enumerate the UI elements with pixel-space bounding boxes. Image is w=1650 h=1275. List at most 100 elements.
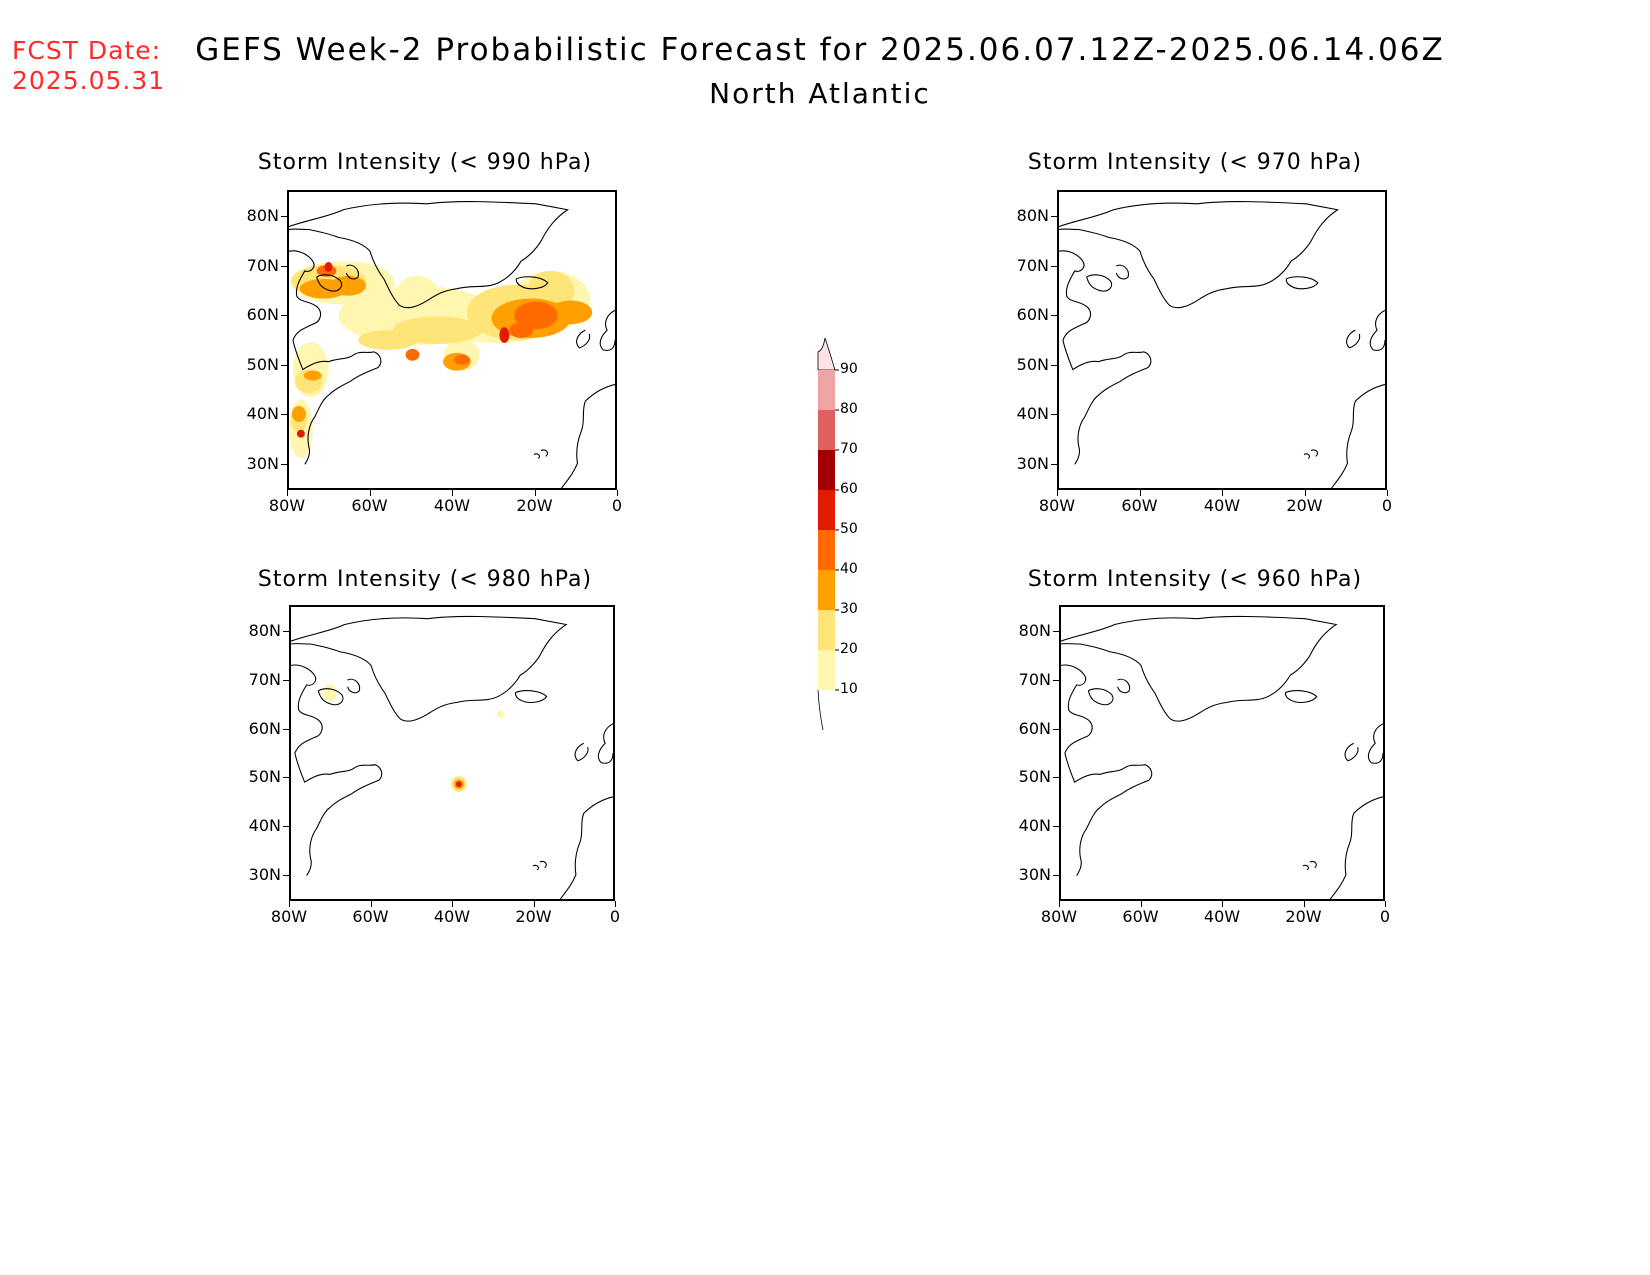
longitude-tick [1057,490,1058,496]
probability-region [514,301,558,330]
longitude-tick [452,901,453,907]
forecast-date-label: FCST Date: [12,36,162,65]
longitude-tick [1303,901,1305,907]
colorbar-level-label: 60 [840,481,858,497]
latitude-tick [1053,875,1059,876]
coastline [1369,309,1385,351]
panel-title-970: Storm Intensity (< 970 hPa) [1027,150,1363,175]
map-canvas [1059,201,1385,488]
colorbar-level-label: 90 [840,361,858,377]
coastline [561,383,615,488]
longitude-tick [533,901,535,907]
latitude-tick [1053,679,1059,681]
latitude-label: 60N [248,718,281,738]
colorbar-segment [818,410,835,450]
latitude-tick [1051,315,1057,317]
probability-region [453,354,470,365]
panel-title-960: Storm Intensity (< 960 hPa) [1027,567,1363,592]
latitude-label: 30N [1018,865,1051,884]
colorbar-segment [818,370,835,410]
longitude-label: 60W [352,907,389,926]
latitude-tick [1051,216,1057,217]
coastline [291,664,323,754]
latitude-tick [281,315,287,317]
colorbar-cap-bottom [817,689,824,731]
coastline [1087,688,1114,706]
coastline [559,796,613,899]
coastline [291,615,568,722]
colorbar-level-label: 10 [840,681,858,697]
panel-title-980: Storm Intensity (< 980 hPa) [257,567,593,592]
probability-region [330,275,367,296]
longitude-tick [452,490,453,496]
colorbar-segment [818,610,835,650]
latitude-tick [1053,826,1059,828]
colorbar-segment [818,650,835,690]
coastline [1284,690,1318,703]
latitude-tick [1051,364,1057,366]
latitude-label: 70N [246,255,279,275]
probability-region [303,370,322,381]
longitude-label: 20W [515,907,552,926]
coastline [289,201,569,309]
page-title: GEFS Week-2 Probabilistic Forecast for 2… [195,32,1445,68]
longitude-tick [1059,901,1060,907]
coastline [533,449,548,459]
coastline [1117,678,1131,694]
colorbar-segment [818,490,835,530]
coastline [1344,742,1359,762]
longitude-label: 0 [1381,496,1393,515]
coastline [294,752,383,876]
probability-region [323,683,337,702]
coastline [576,329,591,349]
latitude-tick [283,728,289,730]
longitude-tick [370,901,372,907]
coastline [1303,449,1318,459]
coastline [1367,723,1383,764]
colorbar-segment [818,570,835,610]
map-panel-970 [1057,190,1387,490]
map-canvas [289,201,615,488]
longitude-tick [617,490,618,496]
latitude-label: 70N [1016,255,1049,275]
latitude-label: 80N [248,621,281,640]
colorbar-level-label: 30 [840,601,858,617]
coastline [597,723,613,764]
latitude-tick [1053,728,1059,730]
probability-region [358,330,418,350]
latitude-label: 40N [1016,404,1049,424]
latitude-tick [281,364,287,366]
coastline [292,339,382,465]
latitude-tick [281,265,287,267]
coastline [289,250,322,341]
longitude-label: 60W [351,496,388,515]
coastline [1285,276,1319,290]
latitude-tick [283,631,289,632]
probability-region [405,348,420,361]
longitude-label: 20W [516,496,553,515]
longitude-label: 20W [1285,907,1322,926]
latitude-label: 30N [248,865,281,884]
latitude-label: 30N [246,454,279,473]
colorbar-level-label: 40 [840,561,858,577]
latitude-label: 80N [1018,621,1051,640]
probability-region [509,322,534,339]
latitude-label: 50N [1016,354,1049,374]
latitude-tick [283,875,289,876]
longitude-label: 60W [1121,496,1158,515]
latitude-label: 80N [1016,206,1049,225]
latitude-label: 40N [246,404,279,424]
coastline [514,690,548,703]
colorbar-segment [818,530,835,570]
panel-title-990: Storm Intensity (< 990 hPa) [257,150,593,175]
latitude-tick [1053,777,1059,779]
coastline [1331,383,1385,488]
latitude-tick [283,679,289,681]
map-canvas [1061,615,1383,899]
latitude-label: 80N [246,206,279,225]
longitude-label: 80W [1040,907,1078,926]
latitude-tick [1051,464,1057,465]
coastline [317,688,344,706]
latitude-tick [281,216,287,217]
map-panel-980 [289,605,615,901]
